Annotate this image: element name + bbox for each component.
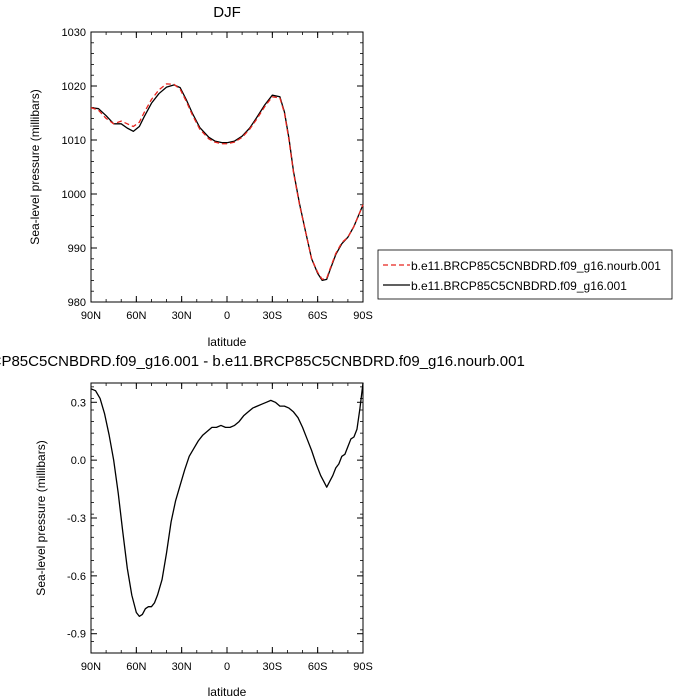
y-tick-label: -0.9	[67, 629, 86, 641]
chart-panel-top: DJF 980 990 1000 1010 1020 1030 90N 60N 30N 0 30S…	[28, 4, 673, 349]
x-tick-label: 90N	[81, 661, 101, 673]
x-tick-label: 60N	[126, 661, 146, 673]
x-axis-label: latitude	[208, 685, 247, 699]
series-line-1	[90, 84, 364, 282]
legend-label-nourb: b.e11.BRCP85C5CNBDRD.f09_g16.nourb.001	[411, 259, 661, 273]
x-tick-label: 60S	[308, 661, 328, 673]
y-tick-label: 0.3	[71, 397, 86, 409]
y-axis-label: Sea-level pressure (millibars)	[34, 440, 48, 595]
legend: b.e11.BRCP85C5CNBDRD.f09_g16.nourb.001 b…	[377, 249, 673, 300]
y-tick-label: 980	[68, 297, 86, 309]
y-tick-label: 0.0	[71, 455, 86, 467]
x-axis: 90N 60N 30N 0 30S 60S 90S	[81, 383, 373, 673]
x-tick-label: 30N	[172, 661, 192, 673]
y-axis: -0.9 -0.6 -0.3 0.0 0.3	[67, 386, 363, 654]
y-tick-label: 1000	[62, 189, 86, 201]
y-axis-label: Sea-level pressure (millibars)	[28, 89, 42, 244]
x-axis: 90N 60N 30N 0 30S 60S 90S	[81, 32, 373, 322]
chart-title: DJF	[213, 4, 241, 21]
x-tick-label: 60N	[126, 310, 146, 322]
legend-label-base: b.e11.BRCP85C5CNBDRD.f09_g16.001	[411, 279, 627, 293]
x-tick-label: 0	[224, 310, 230, 322]
plot-area	[90, 83, 364, 282]
y-tick-label: -0.6	[67, 571, 86, 583]
series-line-0	[90, 382, 364, 618]
x-axis-label: latitude	[208, 335, 247, 349]
x-tick-label: 90N	[81, 310, 101, 322]
y-tick-label: 1020	[62, 81, 86, 93]
y-tick-label: 1010	[62, 135, 86, 147]
x-tick-label: 30N	[172, 310, 192, 322]
x-tick-label: 0	[224, 661, 230, 673]
y-tick-label: 1030	[62, 27, 86, 39]
plot-frame	[90, 31, 364, 303]
chart-panel-bottom: b.e11.BRCP85C5CNBDRD.f09_g16.001 - b.e11…	[0, 353, 525, 699]
x-tick-label: 30S	[263, 310, 283, 322]
plot-area	[90, 382, 364, 618]
x-tick-label: 90S	[353, 661, 373, 673]
y-tick-label: -0.3	[67, 513, 86, 525]
y-tick-label: 990	[68, 243, 86, 255]
plot-frame	[90, 382, 364, 654]
series-line-0	[90, 83, 364, 280]
x-tick-label: 90S	[353, 310, 373, 322]
legend-box	[377, 249, 673, 300]
x-tick-label: 60S	[308, 310, 328, 322]
x-tick-label: 30S	[263, 661, 283, 673]
y-axis: 980 990 1000 1010 1020 1030	[62, 27, 363, 309]
chart-title: b.e11.BRCP85C5CNBDRD.f09_g16.001 - b.e11…	[0, 353, 525, 370]
